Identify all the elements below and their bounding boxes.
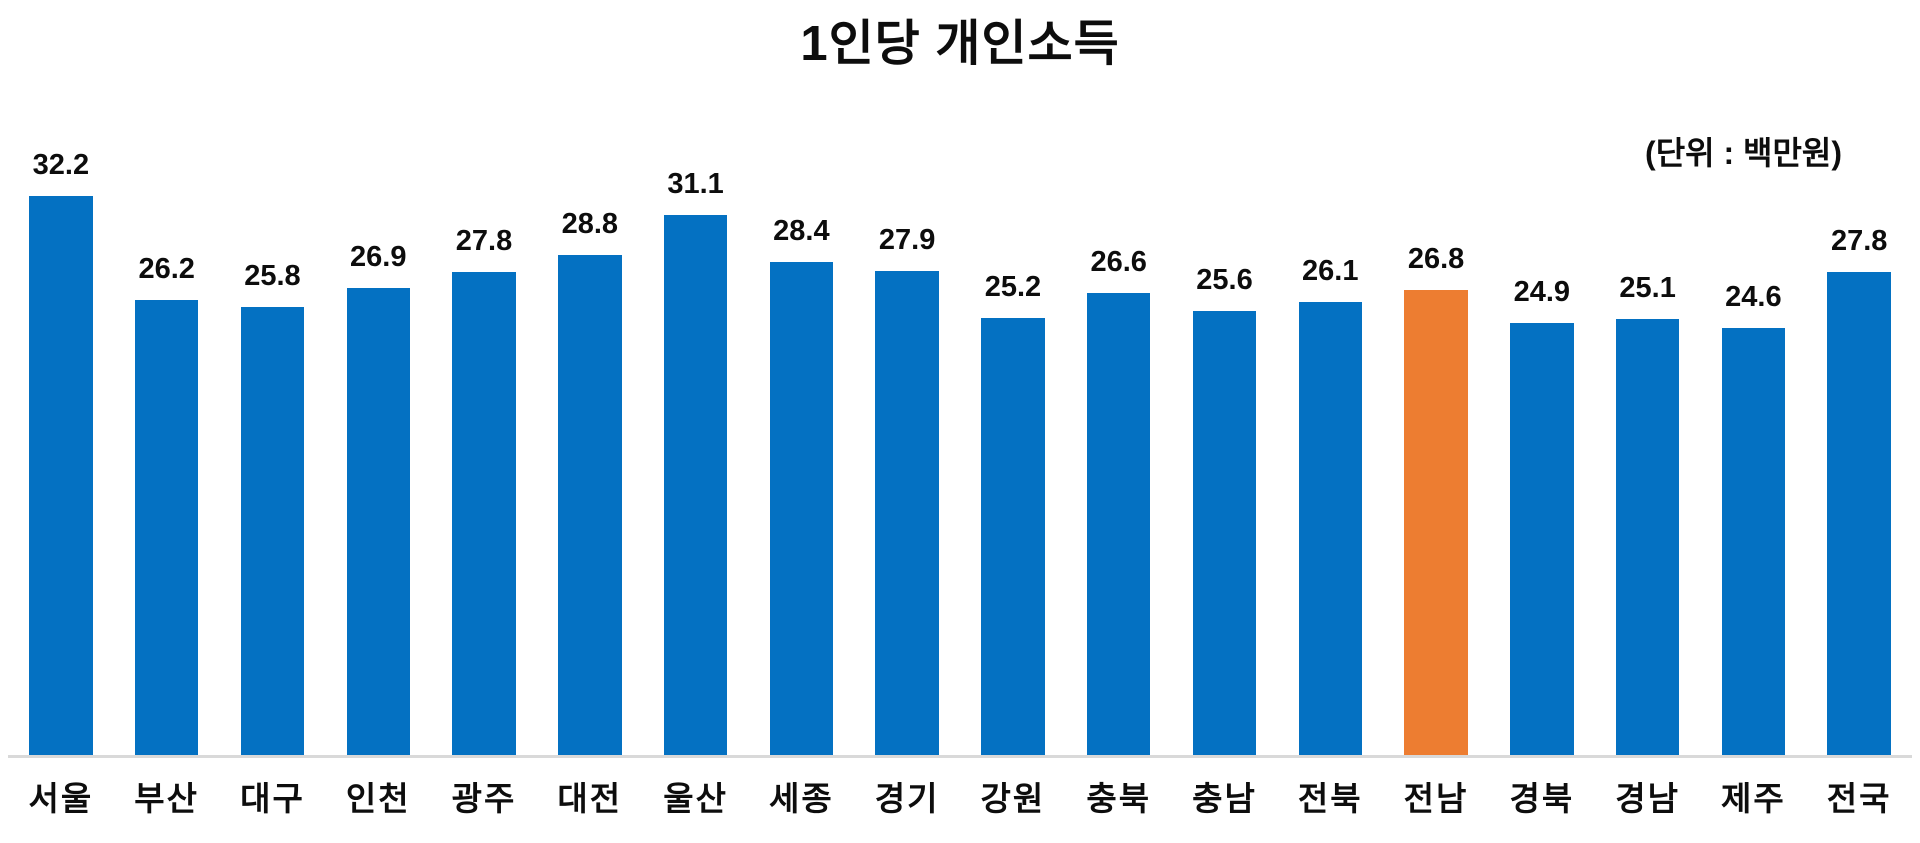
bar-value-label: 32.2: [32, 149, 90, 181]
bar-column: 26.6: [1066, 143, 1172, 755]
bar-value-label: 25.2: [984, 271, 1042, 303]
category-labels-row: 서울 부산 대구 인천 광주 대전 울산 세종 경기 강원 충북 충남 전북 전남 경북 경남 제주 전국: [8, 758, 1912, 815]
bars-row: 32.2 26.2 25.8 26.9 27.8 28.8 31.1 28.4 27.9 25.2…: [8, 143, 1912, 755]
category-label: 강원: [980, 780, 1046, 817]
bar-value-label: 26.2: [138, 253, 195, 285]
bar-column: 28.4: [748, 143, 854, 755]
category-label: 전남: [1403, 780, 1469, 817]
bar-value-label: 28.8: [561, 208, 619, 240]
bar-value-label: 26.9: [350, 241, 407, 273]
bar: [29, 196, 93, 755]
bar-column: 31.1: [643, 143, 749, 755]
bar-value-label: 27.8: [455, 225, 513, 257]
bar: [240, 307, 305, 755]
bar: [1404, 290, 1468, 755]
bar-value-label: 31.1: [667, 168, 724, 200]
bar-column: 26.8: [1383, 143, 1489, 755]
category-label: 경북: [1509, 780, 1575, 817]
bar-column: 24.6: [1701, 143, 1807, 755]
category-label: 울산: [663, 780, 728, 817]
x-axis-line: [8, 755, 1912, 758]
bar-column: 25.2: [960, 143, 1066, 755]
bar: [558, 255, 622, 755]
category-label: 대구: [240, 780, 305, 817]
bar: [875, 271, 939, 755]
bar-value-label: 25.6: [1196, 264, 1253, 296]
bar-value-label: 25.8: [244, 260, 301, 292]
bar: [1298, 302, 1362, 755]
bar-chart-plot: 32.2 26.2 25.8 26.9 27.8 28.8 31.1 28.4 27.9 25.2…: [8, 143, 1912, 815]
bar: [981, 318, 1045, 755]
bar: [769, 262, 834, 755]
bar: [1721, 328, 1786, 755]
bar-value-label: 27.8: [1830, 225, 1888, 257]
category-label: 충남: [1192, 780, 1257, 817]
unit-label: (단위 : 백만원): [1645, 135, 1842, 171]
bar: [452, 272, 516, 755]
bar-value-label: 24.9: [1513, 276, 1571, 308]
bar: [346, 288, 410, 755]
bar-column: 25.8: [220, 143, 326, 755]
category-label: 경기: [874, 780, 940, 817]
bar: [134, 300, 199, 755]
bar-column: 27.8: [1806, 143, 1912, 755]
bar-column: 27.8: [431, 143, 537, 755]
bar-column: 32.2: [8, 143, 114, 755]
bar-value-label: 28.4: [773, 215, 830, 247]
bar: [1615, 319, 1680, 755]
category-label: 충북: [1086, 780, 1152, 817]
bar-column: 24.9: [1489, 143, 1595, 755]
bar: [1827, 272, 1891, 755]
category-label: 대전: [557, 780, 623, 817]
category-label: 전북: [1297, 780, 1363, 817]
bar-column: 26.2: [114, 143, 220, 755]
bar: [1192, 311, 1257, 755]
category-label: 부산: [134, 780, 200, 817]
bar-value-label: 27.9: [878, 224, 936, 256]
bar-value-label: 26.6: [1090, 246, 1147, 278]
bar-column: 25.6: [1172, 143, 1278, 755]
bar-value-label: 24.6: [1725, 281, 1782, 313]
bar-value-label: 25.1: [1619, 272, 1676, 304]
category-label: 인천: [345, 780, 411, 817]
bar-column: 28.8: [537, 143, 643, 755]
category-label: 제주: [1721, 780, 1786, 817]
bar: [1086, 293, 1151, 755]
category-label: 경남: [1615, 780, 1680, 817]
bar-column: 26.9: [325, 143, 431, 755]
bar-column: 25.1: [1595, 143, 1701, 755]
bar: [1510, 323, 1574, 755]
category-label: 광주: [451, 780, 517, 817]
category-label: 서울: [28, 780, 94, 817]
bar-column: 26.1: [1277, 143, 1383, 755]
bar-value-label: 26.1: [1302, 255, 1359, 287]
chart-title: 1인당 개인소득: [800, 17, 1120, 71]
category-label: 전국: [1826, 780, 1892, 817]
bar-value-label: 26.8: [1407, 243, 1465, 275]
bar-column: 27.9: [854, 143, 960, 755]
category-label: 세종: [768, 780, 834, 817]
bar: [663, 215, 728, 755]
